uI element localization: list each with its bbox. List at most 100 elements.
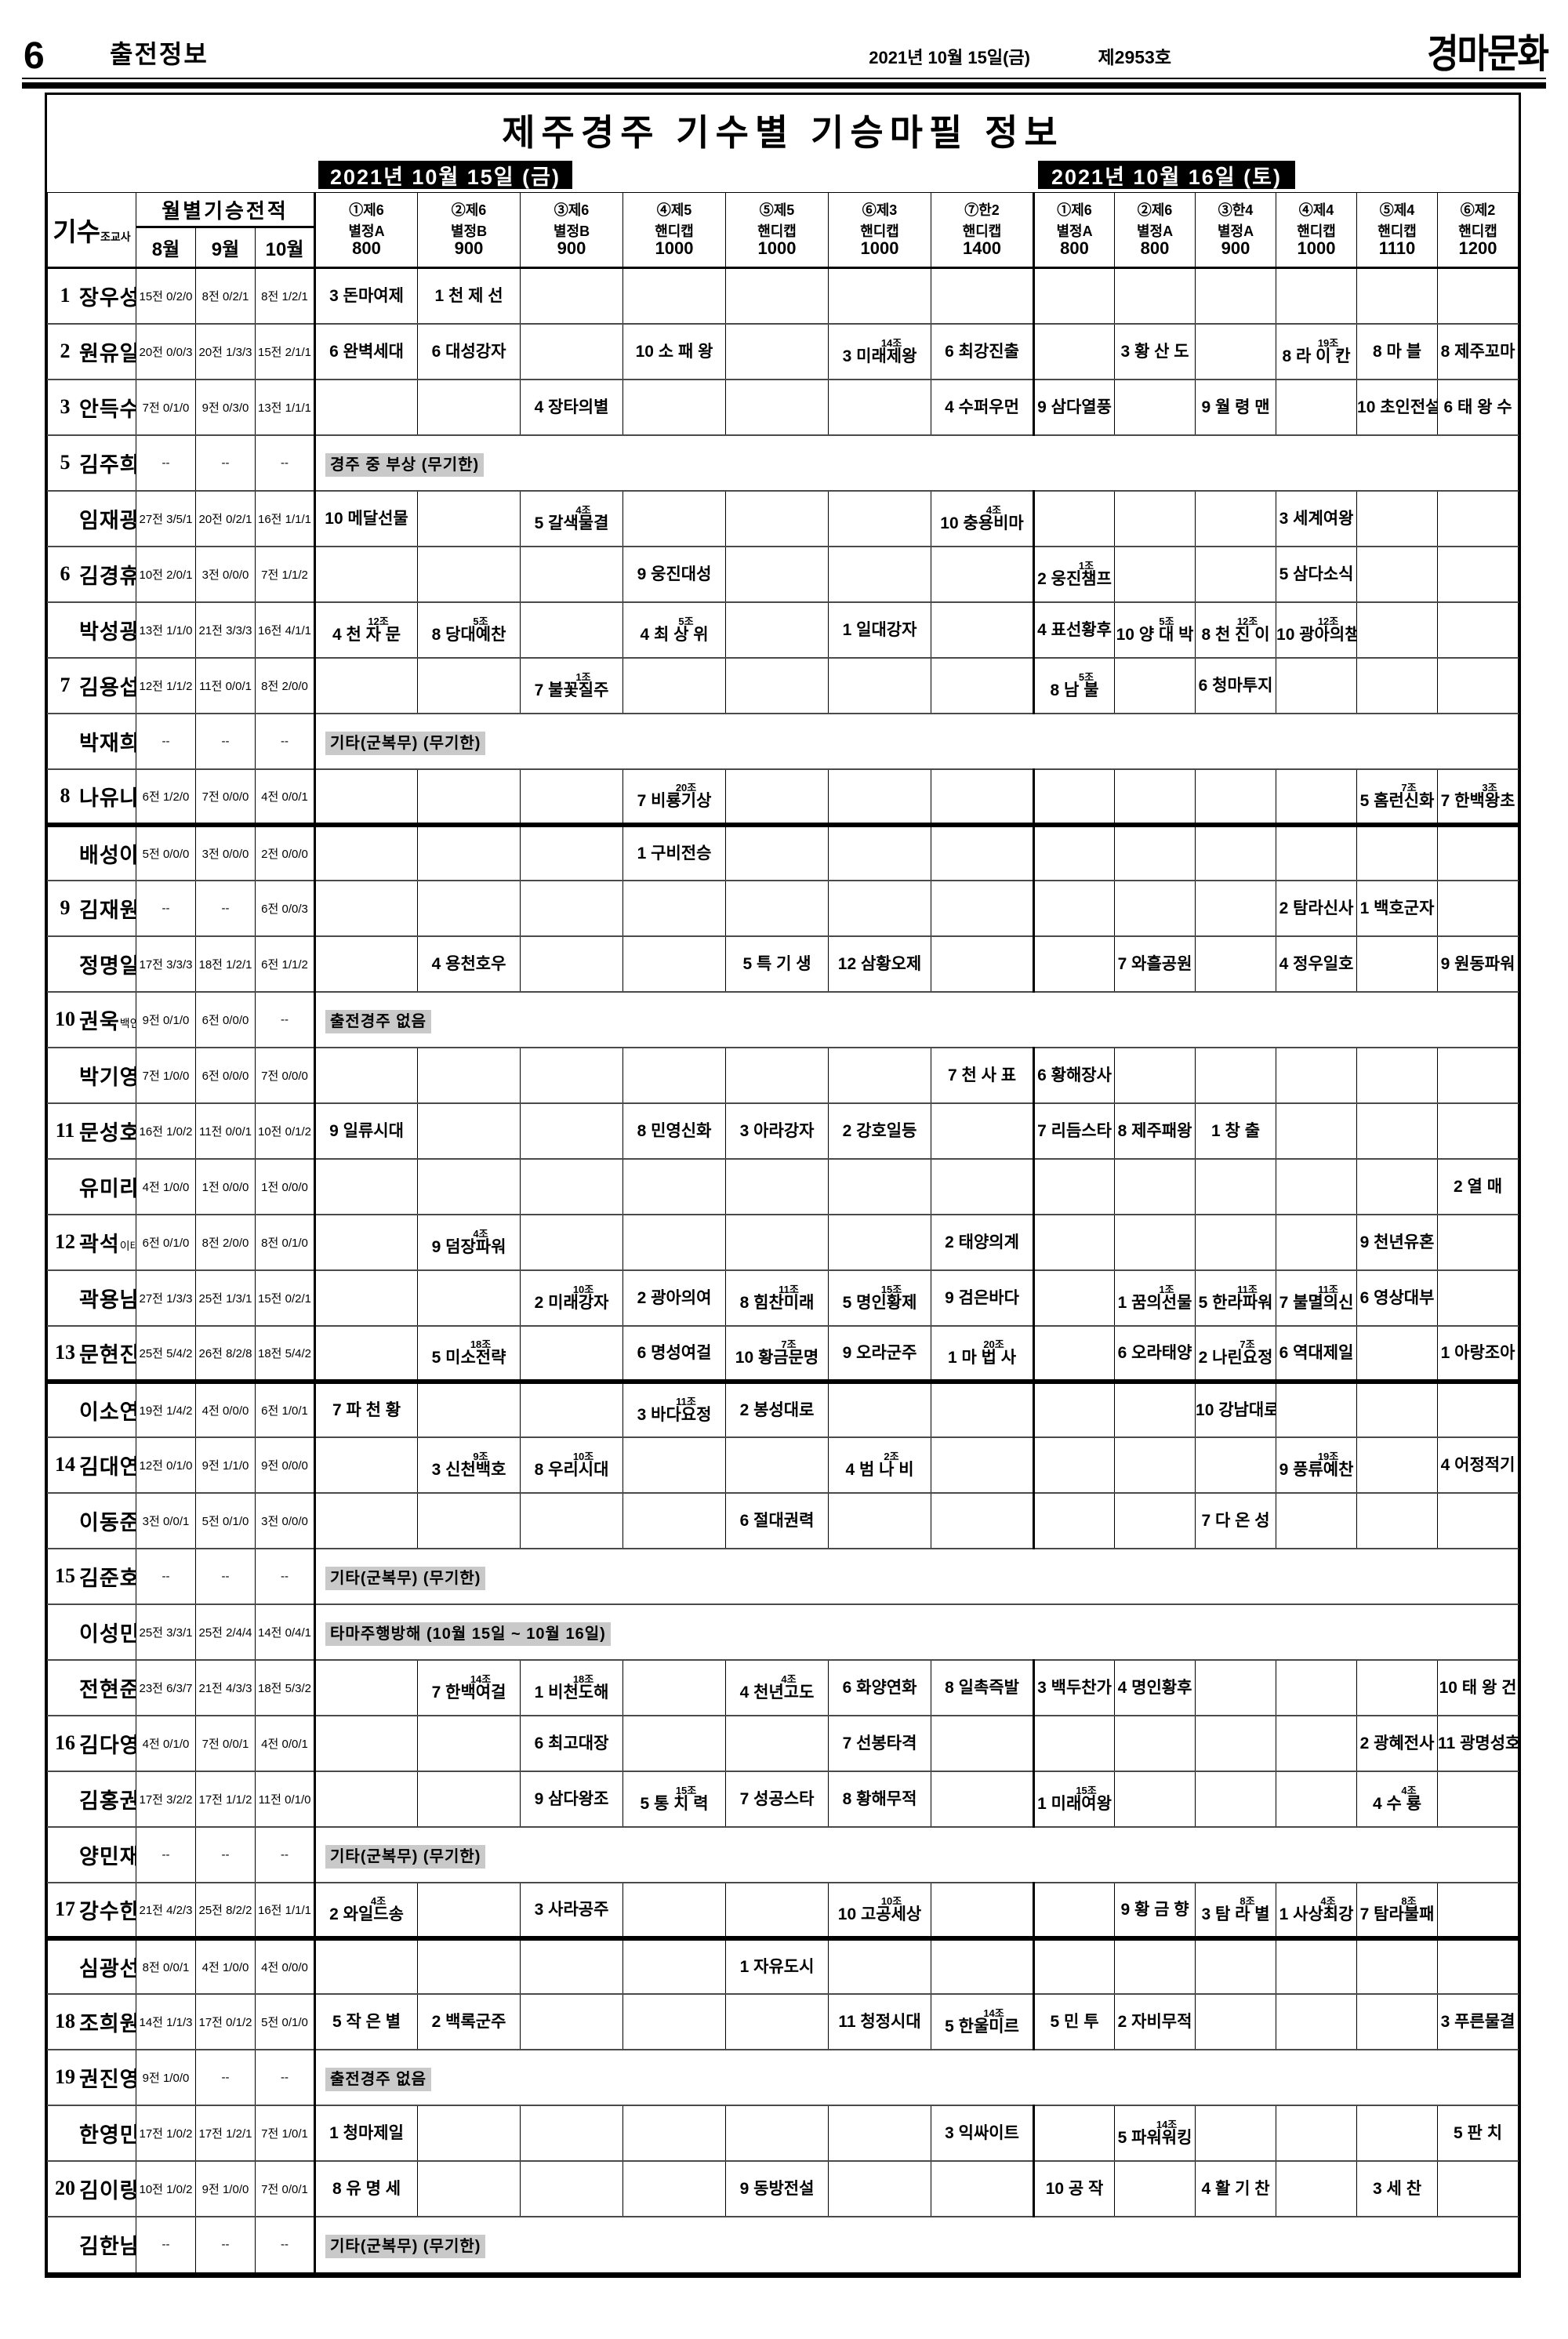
jockey-name: 심광선 (79, 1956, 136, 1981)
horse-entry-cell (622, 1715, 727, 1772)
monthly-record: -- (254, 713, 316, 770)
horse-entry: 8 힘찬미래 (739, 1293, 815, 1312)
stable-number: 14 (55, 1453, 75, 1476)
horse-entry-cell (520, 323, 624, 380)
horse-entry-cell (725, 601, 829, 659)
horse-entry-cell: 1조 1 꿈의선물 (1114, 1269, 1196, 1327)
horse-entry-cell: 10 초인전설 (1356, 379, 1439, 436)
horse-entry-cell (931, 935, 1035, 993)
monthly-record: -- (136, 434, 196, 492)
monthly-record: -- (195, 880, 256, 937)
horse-entry-cell (931, 1436, 1035, 1494)
horse-entry-cell (1356, 824, 1439, 881)
horse-entry-cell: 5 판 치 (1437, 2105, 1519, 2162)
race-class: 별정B (553, 223, 590, 239)
horse-entry-cell: 5 민 투 (1033, 1993, 1116, 2050)
monthly-record: 1전 0/0/0 (254, 1158, 316, 1215)
horse-entry-cell (1033, 1214, 1116, 1271)
horse-entry-cell (828, 1938, 932, 1995)
horse-entry-cell (1114, 824, 1196, 881)
horse-entry: 4 명인황후 (1117, 1678, 1192, 1697)
horse-entry: 4 천년고도 (739, 1683, 815, 1702)
horse-entry-cell (828, 2105, 932, 2162)
stable-group-superscript: 5조 (678, 615, 694, 627)
horse-entry: 7 리듬스타 (1037, 1121, 1112, 1140)
header-rule-thin (22, 78, 1546, 79)
jockey-name: 김재원 (79, 898, 136, 922)
stable-group-superscript: 15조 (1076, 1784, 1097, 1796)
horse-entry-cell: 10 강남대로 (1195, 1381, 1277, 1438)
horse-entry-cell: 8 민영신화 (622, 1102, 727, 1160)
horse-entry-cell (931, 1715, 1035, 1772)
stable-number: 10 (55, 1008, 75, 1030)
horse-entry: 1 창 출 (1211, 1121, 1261, 1140)
horse-entry-cell (1114, 1381, 1196, 1438)
horse-entry-cell: 6 황해장사 (1033, 1047, 1116, 1104)
monthly-record: 7전 0/0/0 (195, 768, 256, 827)
stable-group-superscript: 10조 (572, 1283, 594, 1295)
horse-entry: 8 라 이 칸 (1282, 347, 1351, 365)
horse-entry-cell: 4조 4 천년고도 (725, 1659, 829, 1716)
horse-entry-cell (931, 1158, 1035, 1215)
stable-number: 12 (55, 1230, 75, 1253)
horse-entry-cell: 9 천년유혼 (1356, 1214, 1439, 1271)
race-number: ③제6 (554, 202, 590, 218)
stable-number: 20 (55, 2177, 75, 2199)
horse-entry-cell: 11조 7 불멸의신 (1276, 1269, 1358, 1327)
horse-entry: 8 우리시대 (534, 1460, 609, 1479)
jockey-name: 한영민 (79, 2123, 136, 2147)
horse-entry: 7 파 천 황 (332, 1400, 401, 1419)
monthly-record: 18전 1/2/1 (195, 935, 256, 993)
horse-entry-cell (1276, 1214, 1358, 1271)
horse-entry: 6 영상대부 (1359, 1288, 1435, 1307)
horse-entry: 3 아라강자 (739, 1121, 815, 1140)
monthly-record: 19전 1/4/2 (136, 1381, 196, 1438)
jockey-cell: 박성광김태준 (47, 601, 136, 659)
monthly-record: 27전 3/5/1 (136, 490, 196, 547)
horse-entry-cell (931, 267, 1035, 325)
table-row: 19권진영김성오9전 1/0/0----출전경주 없음 (47, 2049, 1519, 2106)
monthly-record: 10전 0/1/2 (254, 1102, 316, 1160)
horse-entry-cell: 10 공 작 (1033, 2160, 1116, 2217)
horse-entry-cell (1033, 2105, 1116, 2162)
header-rule-thick (22, 82, 1546, 89)
horse-entry: 8 유 명 세 (332, 2179, 401, 2198)
monthly-record: 4전 0/0/0 (195, 1381, 256, 1438)
monthly-record: 17전 0/1/2 (195, 1993, 256, 2050)
monthly-record: 9전 0/1/0 (136, 991, 196, 1048)
monthly-record: 6전 0/0/0 (195, 991, 256, 1048)
horse-entry-cell (725, 1158, 829, 1215)
horse-entry: 5 판 치 (1454, 2123, 1503, 2142)
horse-entry: 4 어정적기 (1440, 1455, 1515, 1474)
race-number: ②제6 (1137, 202, 1173, 218)
horse-entry-cell (1356, 267, 1439, 325)
race-class: 핸디캡 (1458, 223, 1497, 239)
horse-entry-cell: 1 백호군자 (1356, 880, 1439, 937)
horse-entry-cell (1114, 1771, 1196, 1828)
status-note-cell: 타마주행방해 (10월 15일 ~ 10월 16일) (314, 1604, 1519, 1661)
horse-entry-cell (1033, 1325, 1116, 1384)
horse-entry-cell: 12조 10 광아의챔 (1276, 601, 1358, 659)
horse-entry-cell (314, 1938, 419, 1995)
jockey-name: 조희원 (79, 2011, 136, 2036)
jockey-cell: 박재희최기호 (47, 713, 136, 770)
monthly-record: 5전 0/1/0 (254, 1993, 316, 2050)
horse-entry-cell (520, 1325, 624, 1384)
monthly-record: 16전 1/1/1 (254, 1882, 316, 1941)
monthly-record: 4전 0/0/1 (254, 1715, 316, 1772)
race-header-fri-3: ③제6 별정B 900 (520, 192, 624, 269)
jockey-cell: 김한남윤덕상 (47, 2216, 136, 2272)
horse-entry-cell: 6 완벽세대 (314, 323, 419, 380)
monthly-record: 6전 0/0/0 (195, 1047, 256, 1104)
horse-entry-cell: 15조 1 미래여왕 (1033, 1771, 1116, 1828)
stable-group-superscript: 8조 (1401, 1894, 1417, 1907)
race-distance: 1000 (757, 238, 797, 258)
horse-entry-cell (1114, 768, 1196, 827)
monthly-record: -- (195, 2049, 256, 2106)
horse-entry-cell (725, 2105, 829, 2162)
horse-entry-cell (931, 2160, 1035, 2217)
horse-entry-cell: 14조 3 미래제왕 (828, 323, 932, 380)
section-title: 출전정보 (110, 40, 209, 68)
